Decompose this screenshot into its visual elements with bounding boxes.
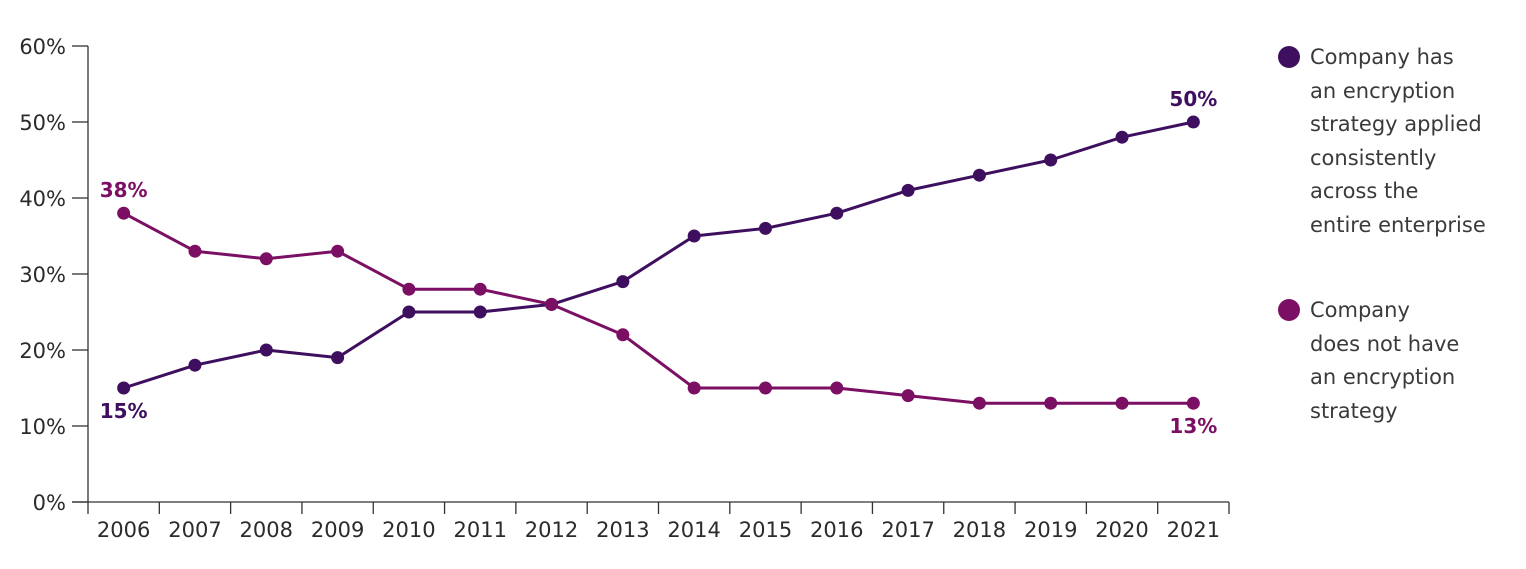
data-point bbox=[758, 221, 772, 235]
data-point bbox=[117, 206, 131, 220]
data-point bbox=[331, 351, 345, 365]
x-axis: 2006 2007 2008 2009 2010 2011 2012 2013 2014 2015… bbox=[72, 501, 1230, 542]
x-tick-label: 2009 bbox=[311, 518, 364, 542]
x-tick-label: 2006 bbox=[97, 518, 150, 542]
y-tick-label: 0% bbox=[33, 491, 66, 515]
data-point bbox=[972, 396, 986, 410]
data-point bbox=[1115, 130, 1129, 144]
x-tick-label: 2017 bbox=[881, 518, 934, 542]
data-labels: 15% 50% 38% 13% bbox=[100, 87, 1218, 438]
legend-item-no-strategy: Company does not have an encryption stra… bbox=[1278, 294, 1523, 428]
data-point bbox=[331, 244, 345, 258]
data-point bbox=[117, 381, 131, 395]
line-chart: 0% 10% 20% 30% 40% 50% 60% 2006 2007 2008 2009 201… bbox=[19, 35, 1230, 542]
data-point bbox=[972, 168, 986, 182]
legend-label-line: across the bbox=[1310, 179, 1419, 203]
legend-label-line: Company has bbox=[1310, 45, 1454, 69]
legend-label-line: an encryption bbox=[1310, 365, 1456, 389]
data-point bbox=[402, 282, 416, 296]
data-point bbox=[616, 328, 630, 342]
x-tick-label: 2010 bbox=[382, 518, 435, 542]
series-line bbox=[123, 120, 1194, 390]
data-point bbox=[1115, 396, 1129, 410]
data-label: 50% bbox=[1169, 87, 1217, 111]
legend: Company has an encryption strategy appli… bbox=[1278, 0, 1523, 428]
x-tick-label: 2013 bbox=[596, 518, 649, 542]
data-point bbox=[1044, 396, 1058, 410]
y-tick-label: 10% bbox=[19, 415, 66, 439]
data-point bbox=[473, 282, 487, 296]
data-point bbox=[830, 206, 844, 220]
data-point bbox=[402, 305, 416, 319]
data-label: 38% bbox=[100, 178, 148, 202]
x-tick-label: 2008 bbox=[240, 518, 293, 542]
x-tick-label: 2015 bbox=[739, 518, 792, 542]
data-point bbox=[259, 343, 273, 357]
series-layer bbox=[117, 115, 1200, 410]
y-tick-label: 50% bbox=[19, 111, 66, 135]
legend-label-line: strategy applied bbox=[1310, 112, 1482, 136]
data-point bbox=[1044, 153, 1058, 167]
data-point bbox=[545, 297, 559, 311]
legend-label-line: Company bbox=[1310, 298, 1410, 322]
data-point bbox=[1186, 396, 1200, 410]
x-tick-label: 2021 bbox=[1167, 518, 1220, 542]
legend-marker-icon bbox=[1278, 299, 1300, 321]
data-point bbox=[188, 358, 202, 372]
series-0 bbox=[117, 115, 1200, 395]
data-label: 15% bbox=[100, 399, 148, 423]
y-tick-label: 60% bbox=[19, 35, 66, 59]
legend-label-line: entire enterprise bbox=[1310, 212, 1486, 237]
data-point bbox=[259, 252, 273, 266]
data-point bbox=[901, 389, 915, 403]
legend-label-line: does not have bbox=[1310, 331, 1460, 356]
data-point bbox=[687, 381, 701, 395]
x-tick-label: 2016 bbox=[810, 518, 863, 542]
x-tick-label: 2019 bbox=[1024, 518, 1077, 542]
legend-label-line: an encryption bbox=[1310, 78, 1456, 103]
x-tick-label: 2012 bbox=[525, 518, 578, 542]
x-tick-label: 2014 bbox=[667, 518, 720, 542]
y-tick-label: 20% bbox=[19, 339, 66, 363]
y-tick-label: 40% bbox=[19, 187, 66, 211]
data-point bbox=[901, 183, 915, 197]
y-tick-label: 30% bbox=[19, 263, 66, 287]
data-point bbox=[616, 275, 630, 289]
data-label: 13% bbox=[1169, 414, 1217, 438]
legend-label-line: consistently bbox=[1310, 145, 1437, 170]
series-1 bbox=[117, 206, 1200, 410]
series-line bbox=[122, 211, 1194, 405]
data-point bbox=[1186, 115, 1200, 129]
legend-label-line: strategy bbox=[1310, 398, 1398, 423]
x-tick-label: 2007 bbox=[168, 518, 221, 542]
legend-item-has-strategy: Company has an encryption strategy appli… bbox=[1278, 41, 1523, 242]
data-point bbox=[830, 381, 844, 395]
data-point bbox=[473, 305, 487, 319]
legend-marker-icon bbox=[1278, 46, 1300, 68]
x-tick-label: 2018 bbox=[953, 518, 1006, 542]
x-tick-label: 2020 bbox=[1095, 518, 1148, 542]
data-point bbox=[188, 244, 202, 258]
y-axis: 0% 10% 20% 30% 40% 50% 60% bbox=[19, 35, 89, 515]
data-point bbox=[758, 381, 772, 395]
data-point bbox=[687, 229, 701, 243]
x-tick-label: 2011 bbox=[453, 518, 506, 542]
